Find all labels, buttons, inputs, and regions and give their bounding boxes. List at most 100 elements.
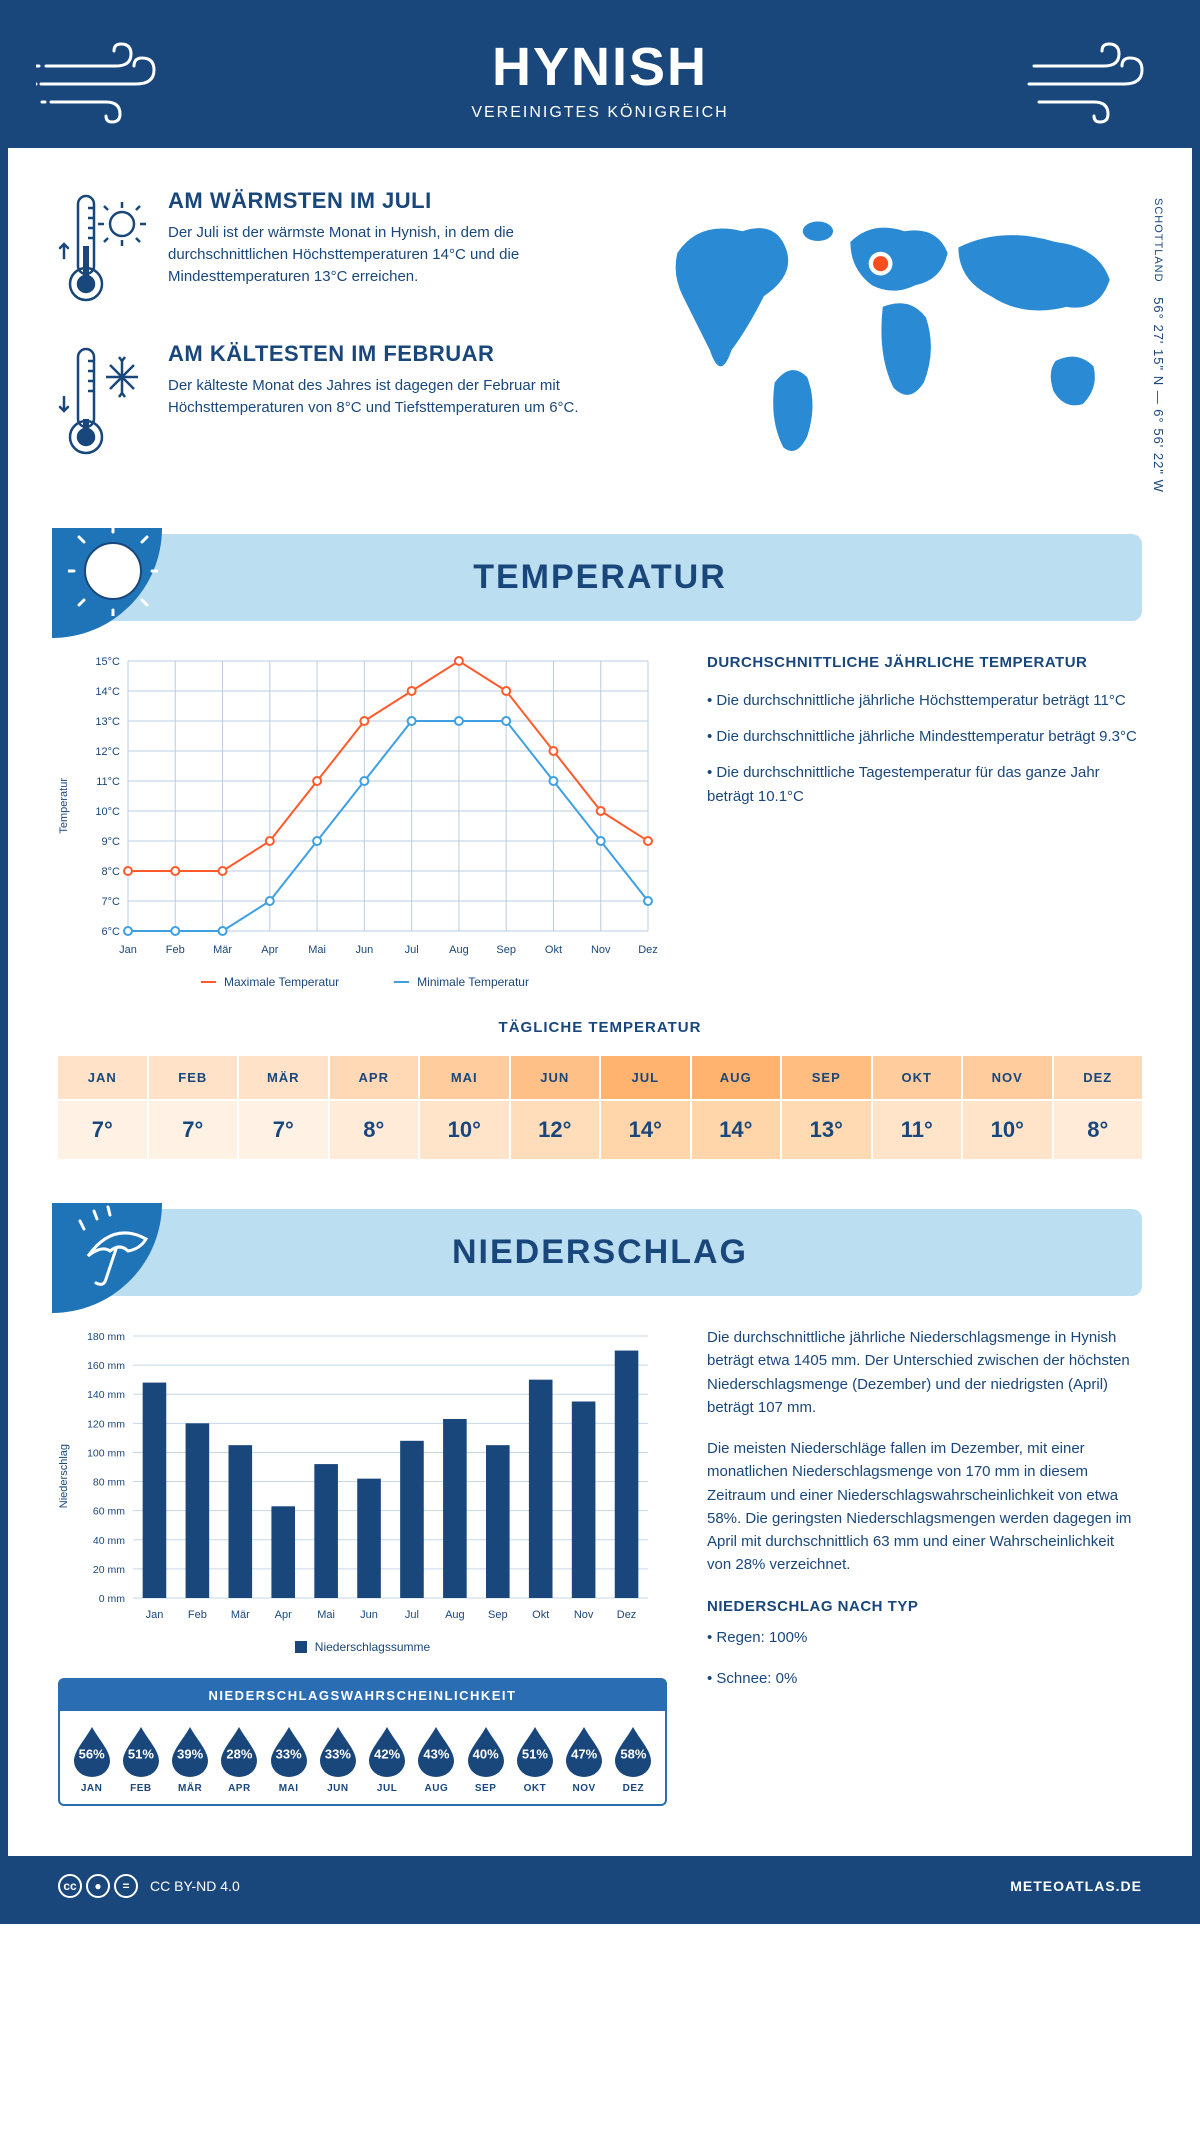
svg-text:Jul: Jul [405,944,419,956]
temp-table-hdr: MÄR [239,1056,328,1099]
svg-text:11°C: 11°C [96,776,120,788]
svg-text:160 mm: 160 mm [87,1360,125,1372]
temp-table-cell: 7° [149,1101,238,1159]
page-title: HYNISH [28,36,1172,98]
precipitation-probability-box: NIEDERSCHLAGSWAHRSCHEINLICHKEIT 56% JAN … [58,1678,667,1806]
temp-table-hdr: MAI [420,1056,509,1099]
world-map-icon [645,188,1142,469]
temp-table-hdr: NOV [963,1056,1052,1099]
temp-table-cell: 8° [1054,1101,1143,1159]
license-text: CC BY-ND 4.0 [150,1878,240,1894]
svg-text:Apr: Apr [261,944,278,956]
precip-probability-item: 40% SEP [462,1725,509,1794]
precip-probability-item: 33% MAI [265,1725,312,1794]
svg-text:100 mm: 100 mm [87,1447,125,1459]
svg-text:Aug: Aug [445,1609,465,1621]
svg-text:Okt: Okt [545,944,562,956]
svg-text:80 mm: 80 mm [93,1477,125,1489]
warmest-body: Der Juli ist der wärmste Monat in Hynish… [168,222,605,287]
svg-text:14°C: 14°C [95,686,120,698]
svg-text:9°C: 9°C [102,836,121,848]
svg-text:6°C: 6°C [102,926,121,938]
temperature-legend: Maximale Temperatur Minimale Temperatur [58,975,667,989]
svg-text:Nov: Nov [574,1609,594,1621]
coordinates: SCHOTTLAND 56° 27' 15" N — 6° 56' 22" W [1151,198,1166,493]
svg-text:8°C: 8°C [102,866,121,878]
svg-text:Mai: Mai [308,944,326,956]
svg-text:60 mm: 60 mm [93,1506,125,1518]
temp-table-cell: 8° [330,1101,419,1159]
precip-probability-item: 43% AUG [413,1725,460,1794]
temp-table-cell: 12° [511,1101,600,1159]
svg-text:Dez: Dez [638,944,658,956]
svg-text:20 mm: 20 mm [93,1564,125,1576]
precipitation-heading: NIEDERSCHLAG [78,1233,1122,1272]
temp-table-hdr: SEP [782,1056,871,1099]
wind-icon [1024,36,1164,126]
svg-text:180 mm: 180 mm [87,1331,125,1343]
temperature-annual-text: DURCHSCHNITTLICHE JÄHRLICHE TEMPERATUR •… [707,651,1142,989]
intro-section: AM WÄRMSTEN IM JULI Der Juli ist der wär… [58,188,1142,494]
temperature-heading: TEMPERATUR [78,558,1122,597]
cc-icon: cc [58,1874,82,1898]
thermometer-sun-icon [58,188,148,308]
temp-table-cell: 7° [58,1101,147,1159]
svg-text:Aug: Aug [449,944,469,956]
sun-icon [68,526,158,616]
coldest-fact: AM KÄLTESTEN IM FEBRUAR Der kälteste Mon… [58,341,605,466]
svg-text:Sep: Sep [496,944,516,956]
temp-table-cell: 11° [873,1101,962,1159]
svg-text:40 mm: 40 mm [93,1535,125,1547]
temperature-line-chart: 6°C7°C8°C9°C10°C11°C12°C13°C14°C15°CJanF… [78,651,658,961]
temp-table-hdr: DEZ [1054,1056,1143,1099]
temp-table-hdr: FEB [149,1056,238,1099]
precip-probability-item: 28% APR [216,1725,263,1794]
cc-icons: cc ● = [58,1874,138,1898]
svg-text:7°C: 7°C [102,896,121,908]
warmest-fact: AM WÄRMSTEN IM JULI Der Juli ist der wär… [58,188,605,313]
site-name: METEOATLAS.DE [1010,1878,1142,1894]
temp-table-hdr: APR [330,1056,419,1099]
map-marker-icon [873,256,888,271]
svg-text:Apr: Apr [275,1609,292,1621]
svg-text:Dez: Dez [617,1609,637,1621]
svg-text:Nov: Nov [591,944,611,956]
temperature-banner: TEMPERATUR [58,534,1142,621]
daily-temperature-table: TÄGLICHE TEMPERATUR JANFEBMÄRAPRMAIJUNJU… [58,1019,1142,1159]
precipitation-banner: NIEDERSCHLAG [58,1209,1142,1296]
svg-text:Jun: Jun [360,1609,378,1621]
temp-table-hdr: JUL [601,1056,690,1099]
svg-text:10°C: 10°C [95,806,120,818]
thermometer-snow-icon [58,341,148,461]
precip-probability-item: 33% JUN [314,1725,361,1794]
umbrella-icon [68,1201,158,1291]
precip-y-axis-label: Niederschlag [58,1444,70,1508]
precip-probability-item: 51% OKT [511,1725,558,1794]
precip-probability-item: 56% JAN [68,1725,115,1794]
temp-table-hdr: AUG [692,1056,781,1099]
precipitation-legend: Niederschlagssumme [58,1640,667,1654]
temp-table-cell: 10° [420,1101,509,1159]
temp-table-hdr: OKT [873,1056,962,1099]
temp-table-cell: 14° [601,1101,690,1159]
svg-text:Jun: Jun [355,944,373,956]
precip-probability-item: 42% JUL [364,1725,411,1794]
header: HYNISH VEREINIGTES KÖNIGREICH [8,8,1192,148]
precip-probability-item: 58% DEZ [610,1725,657,1794]
page-subtitle: VEREINIGTES KÖNIGREICH [28,104,1172,122]
coldest-heading: AM KÄLTESTEN IM FEBRUAR [168,341,605,367]
by-icon: ● [86,1874,110,1898]
precip-probability-item: 51% FEB [117,1725,164,1794]
svg-text:Sep: Sep [488,1609,508,1621]
nd-icon: = [114,1874,138,1898]
temp-table-cell: 10° [963,1101,1052,1159]
svg-text:Okt: Okt [532,1609,549,1621]
svg-text:Jan: Jan [119,944,137,956]
temp-table-cell: 13° [782,1101,871,1159]
svg-text:12°C: 12°C [95,746,120,758]
svg-text:Jul: Jul [405,1609,419,1621]
svg-text:0 mm: 0 mm [99,1593,126,1605]
temp-table-cell: 7° [239,1101,328,1159]
warmest-heading: AM WÄRMSTEN IM JULI [168,188,605,214]
precip-probability-item: 47% NOV [561,1725,608,1794]
